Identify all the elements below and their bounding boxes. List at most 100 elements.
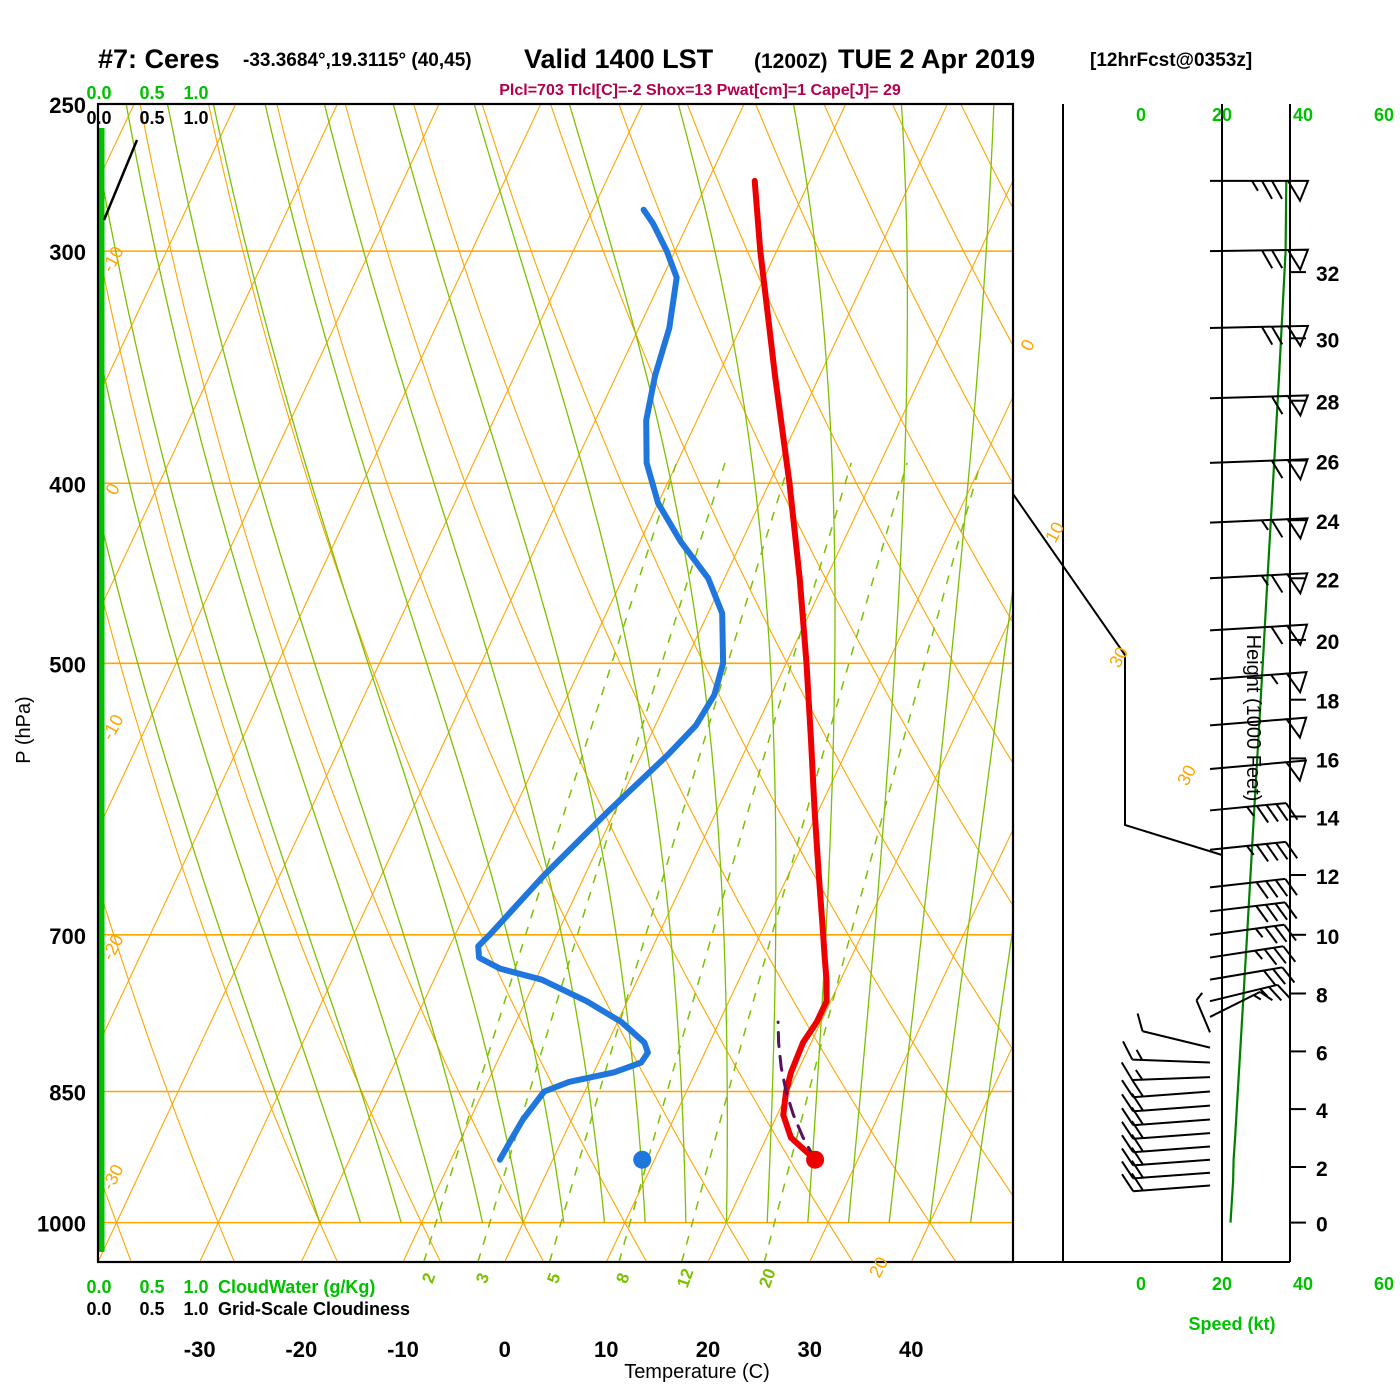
wind-barb bbox=[1209, 572, 1309, 596]
dry-adiabat-line bbox=[823, 104, 1013, 485]
mixing-ratio-line bbox=[548, 462, 790, 1262]
moist-adiabat-line bbox=[264, 104, 565, 1223]
dry-adiabat-line bbox=[686, 104, 1013, 765]
dry-adiabat-line bbox=[98, 243, 442, 1262]
axis-labels-layer: 2 3 5 8 12 20-100-10-20-300103030202503004005… bbox=[37, 83, 1394, 1362]
height-tick-label: 28 bbox=[1316, 392, 1340, 415]
cloudiness-tick-label-bottom: 0.5 bbox=[139, 1299, 164, 1319]
isotherm-line bbox=[98, 104, 643, 1262]
pressure-tick-label: 250 bbox=[49, 93, 86, 118]
dry-adiabat-line bbox=[98, 578, 339, 1262]
dry-adiabat-line bbox=[0, 104, 28, 1262]
wind-barb bbox=[1121, 1133, 1211, 1154]
dry-adiabat-line bbox=[207, 104, 648, 1262]
dry-adiabat-line bbox=[98, 882, 235, 1262]
dry-adiabat-line bbox=[1371, 104, 1400, 1262]
axis-titles: P (hPa) Temperature (C) Height (1000 Fee… bbox=[13, 635, 1276, 1383]
moist-adiabat-line bbox=[98, 155, 402, 1223]
height-tick-label: 0 bbox=[1316, 1214, 1328, 1237]
speed-tick-label-top: 20 bbox=[1212, 105, 1232, 125]
wind-barb bbox=[1209, 517, 1309, 541]
isotherm-edge-label: 0 bbox=[1017, 336, 1039, 354]
wind-barb bbox=[1121, 1093, 1211, 1113]
temperature-axis-title: Temperature (C) bbox=[624, 1361, 770, 1383]
wind-barb bbox=[1120, 1061, 1211, 1081]
moist-adiabat-line bbox=[125, 104, 443, 1223]
height-tick-label: 14 bbox=[1316, 808, 1340, 831]
height-tick-label: 24 bbox=[1316, 511, 1340, 534]
cloudiness-tick-label-top: 0.0 bbox=[86, 108, 111, 128]
sounding-parcel-curve bbox=[776, 1020, 817, 1162]
wind-barb bbox=[1121, 1160, 1211, 1180]
pressure-tick-label: 300 bbox=[49, 240, 86, 265]
moist-adiabat-line bbox=[847, 104, 909, 1223]
isotherm-line bbox=[1012, 1260, 1013, 1262]
temperature-tick-label: 30 bbox=[797, 1337, 821, 1362]
moist-adiabat-line bbox=[568, 104, 728, 1223]
temperature-tick-label: -30 bbox=[184, 1337, 216, 1362]
height-tick-label: 12 bbox=[1316, 866, 1339, 889]
height-tick-label: 26 bbox=[1316, 452, 1339, 475]
wind-barb bbox=[1209, 877, 1298, 899]
temperature-tick-label: 10 bbox=[594, 1337, 618, 1362]
mixing-ratio-label: 20 bbox=[755, 1266, 779, 1290]
mixing-ratio-label: 3 bbox=[472, 1270, 493, 1285]
height-tick-label: 8 bbox=[1316, 985, 1328, 1008]
wind-barb bbox=[1209, 324, 1310, 349]
wind-barb-group bbox=[1120, 179, 1310, 1193]
wind-barb bbox=[1136, 1013, 1211, 1049]
surface-temperature-marker bbox=[806, 1150, 825, 1169]
cloudiness-tick-label-bottom: 1.0 bbox=[183, 1299, 208, 1319]
height-tick-label: 22 bbox=[1316, 569, 1339, 592]
pressure-tick-label: 500 bbox=[49, 652, 86, 677]
speed-tick-label-top: 60 bbox=[1374, 105, 1394, 125]
sounding-dewpoint-curve bbox=[475, 206, 727, 1163]
isotherm-edge-label: 20 bbox=[865, 1254, 892, 1281]
moist-adiabat-line bbox=[98, 507, 321, 1223]
wind-barb bbox=[1122, 1040, 1211, 1064]
wind-barb bbox=[1121, 1147, 1211, 1167]
speed-tick-label-bottom: 40 bbox=[1293, 1274, 1313, 1294]
speed-tick-label-bottom: 20 bbox=[1212, 1274, 1232, 1294]
dry-adiabat-line bbox=[344, 104, 854, 1262]
pressure-tick-label: 700 bbox=[49, 924, 86, 949]
height-tick-label: 30 bbox=[1316, 329, 1339, 352]
wind-barb bbox=[1209, 394, 1310, 418]
wind-barb bbox=[1209, 901, 1298, 923]
isotherm-line bbox=[98, 104, 542, 1048]
moist-adiabat-line bbox=[677, 104, 777, 1223]
cloudwater-tick-label-top: 1.0 bbox=[183, 83, 208, 103]
height-tick-label: 2 bbox=[1316, 1158, 1328, 1181]
height-profile-curve bbox=[1229, 180, 1288, 1223]
mixing-ratio-line bbox=[680, 462, 908, 1262]
terrain-boundary bbox=[1012, 104, 1223, 856]
cloudiness-tick-label-top: 1.0 bbox=[183, 108, 208, 128]
height-tick-label: 20 bbox=[1316, 631, 1339, 654]
speed-tick-label-top: 40 bbox=[1293, 105, 1313, 125]
wind-barb bbox=[1209, 179, 1310, 203]
grid-lines bbox=[0, 104, 1400, 1262]
height-tick-label: 4 bbox=[1316, 1100, 1328, 1123]
wind-barb bbox=[1121, 1172, 1211, 1193]
temperature-tick-label: 20 bbox=[696, 1337, 720, 1362]
isotherm-line bbox=[402, 104, 948, 1262]
dry-adiabat-line bbox=[139, 104, 545, 1262]
mixing-ratio-line bbox=[618, 462, 853, 1262]
mixing-ratio-label: 8 bbox=[612, 1270, 633, 1285]
height-axis-title: Height (1000 Feet) bbox=[1242, 635, 1264, 802]
sounding-traces bbox=[475, 177, 830, 1169]
mixing-ratio-label: 2 bbox=[418, 1270, 439, 1285]
moist-adiabat-line bbox=[792, 104, 836, 1223]
plot-layer bbox=[0, 102, 1400, 1264]
valid-date: TUE 2 Apr 2019 bbox=[838, 44, 1035, 74]
dry-adiabat-line bbox=[1029, 104, 1400, 1262]
isotherm-line bbox=[98, 104, 338, 615]
moist-adiabat-line bbox=[98, 343, 362, 1223]
isotherm-line bbox=[910, 1044, 1013, 1262]
moist-adiabat-line bbox=[888, 104, 995, 1223]
cloudwater-tick-label-top: 0.0 bbox=[86, 83, 111, 103]
isotherm-line bbox=[98, 104, 440, 831]
cloudwater-axis-title: CloudWater (g/Kg) bbox=[218, 1277, 375, 1297]
